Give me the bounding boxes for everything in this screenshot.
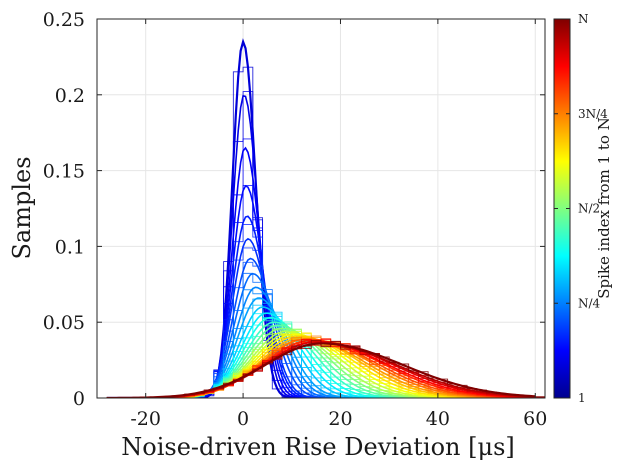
colorbar: 1 N/4 N/2 3N/4 N Spike index from 1 to N	[553, 12, 613, 405]
y-axis-ticks: 0 0.05 0.1 0.15 0.2 0.25	[43, 9, 545, 410]
axes-frame	[96, 18, 546, 399]
colorbar-ticks: 1 N/4 N/2 3N/4 N	[554, 12, 608, 405]
x-tick-label: 60	[523, 408, 547, 430]
y-tick-label: 0.15	[43, 161, 85, 183]
colorbar-label: Spike index from 1 to N	[595, 117, 613, 299]
y-tick-label: 0.05	[43, 312, 85, 334]
colorbar-tick-label: N/4	[578, 296, 601, 310]
x-axis-label: Noise-driven Rise Deviation [μs]	[121, 433, 515, 461]
x-tick-label: 20	[328, 408, 352, 430]
x-tick-label: -20	[130, 408, 161, 430]
plot-area	[97, 19, 545, 398]
y-axis-label: Samples	[8, 156, 36, 259]
x-tick-label: 0	[237, 408, 249, 430]
y-tick-label: 0.2	[55, 85, 85, 107]
y-tick-label: 0.25	[43, 9, 85, 31]
colorbar-tick-label: 1	[578, 391, 586, 405]
colorbar-tick-label: 3N/4	[578, 107, 608, 121]
x-axis-ticks: -20 0 20 40 60	[130, 19, 547, 430]
fit-curve-series	[106, 342, 536, 398]
colorbar-tick-label: N/2	[578, 202, 600, 216]
y-tick-label: 0	[73, 388, 85, 410]
y-tick-label: 0.1	[55, 236, 85, 258]
x-tick-label: 40	[426, 408, 450, 430]
colorbar-tick-label: N	[578, 12, 589, 26]
